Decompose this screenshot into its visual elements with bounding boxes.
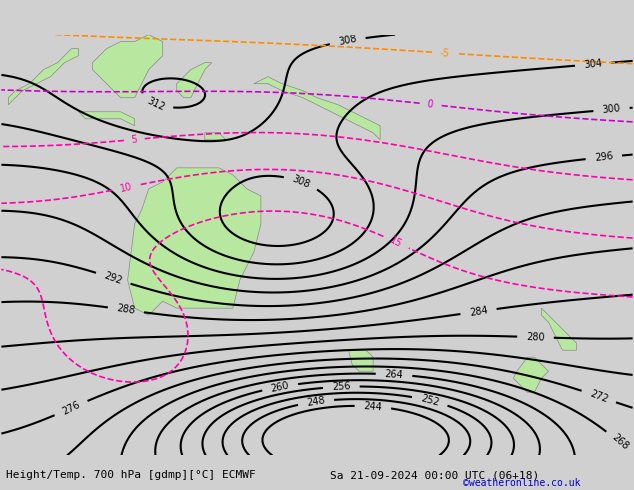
Text: Height/Temp. 700 hPa [gdmp][°C] ECMWF: Height/Temp. 700 hPa [gdmp][°C] ECMWF [6,470,256,480]
Text: 264: 264 [384,369,404,380]
Text: 304: 304 [583,58,603,70]
Text: 15: 15 [389,235,404,249]
Polygon shape [541,308,576,350]
Text: 288: 288 [116,303,136,316]
Text: 10: 10 [119,181,133,194]
Text: ©weatheronline.co.uk: ©weatheronline.co.uk [463,478,580,488]
Polygon shape [254,76,380,140]
Text: 0: 0 [426,99,434,110]
Polygon shape [127,168,261,315]
Text: 312: 312 [145,96,166,112]
Polygon shape [177,63,212,98]
Text: 272: 272 [588,389,609,405]
Text: 284: 284 [469,305,488,318]
Text: 292: 292 [103,270,124,286]
Text: 248: 248 [306,395,326,408]
Text: 280: 280 [526,332,545,343]
Text: 308: 308 [291,173,311,190]
Text: 308: 308 [338,34,358,48]
Text: 296: 296 [594,151,614,163]
Text: -5: -5 [439,48,450,58]
Text: 276: 276 [60,399,82,416]
Polygon shape [8,49,79,105]
Text: 268: 268 [610,433,630,452]
Text: 256: 256 [332,381,351,392]
Text: 5: 5 [131,134,138,145]
Polygon shape [79,112,134,126]
Text: 244: 244 [363,401,382,412]
Polygon shape [514,357,548,392]
Text: 260: 260 [270,380,290,393]
Text: 252: 252 [420,393,441,408]
Polygon shape [349,350,373,371]
Polygon shape [93,35,163,98]
Text: Sa 21-09-2024 00:00 UTC (06+18): Sa 21-09-2024 00:00 UTC (06+18) [330,470,539,480]
Text: 300: 300 [602,103,621,115]
Polygon shape [205,133,226,140]
